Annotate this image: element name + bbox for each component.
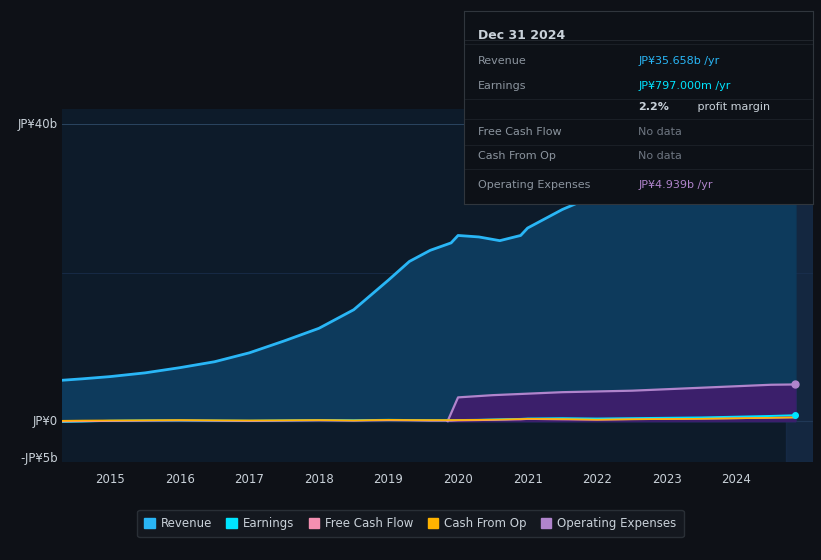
Text: Free Cash Flow: Free Cash Flow <box>478 127 562 137</box>
Text: JP¥797.000m /yr: JP¥797.000m /yr <box>639 81 731 91</box>
Text: 2022: 2022 <box>582 473 612 486</box>
Text: 2020: 2020 <box>443 473 473 486</box>
Text: JP¥0: JP¥0 <box>33 414 57 428</box>
Text: Earnings: Earnings <box>478 81 526 91</box>
Text: profit margin: profit margin <box>695 102 770 112</box>
Text: Revenue: Revenue <box>478 57 526 67</box>
Text: 2019: 2019 <box>374 473 403 486</box>
Text: JP¥40b: JP¥40b <box>18 118 57 130</box>
Text: JP¥35.658b /yr: JP¥35.658b /yr <box>639 57 719 67</box>
Text: 2.2%: 2.2% <box>639 102 669 112</box>
Text: Operating Expenses: Operating Expenses <box>478 180 590 190</box>
Text: 2017: 2017 <box>235 473 264 486</box>
Text: No data: No data <box>639 127 682 137</box>
Bar <box>787 109 813 462</box>
Text: JP¥4.939b /yr: JP¥4.939b /yr <box>639 180 713 190</box>
Text: 2023: 2023 <box>652 473 681 486</box>
Legend: Revenue, Earnings, Free Cash Flow, Cash From Op, Operating Expenses: Revenue, Earnings, Free Cash Flow, Cash … <box>137 510 684 537</box>
Text: 2024: 2024 <box>722 473 751 486</box>
Text: Cash From Op: Cash From Op <box>478 151 556 161</box>
Text: 2021: 2021 <box>512 473 543 486</box>
Text: 2016: 2016 <box>165 473 195 486</box>
Text: No data: No data <box>639 151 682 161</box>
Text: 2015: 2015 <box>95 473 125 486</box>
Text: Dec 31 2024: Dec 31 2024 <box>478 29 565 41</box>
Text: -JP¥5b: -JP¥5b <box>21 452 57 465</box>
Text: 2018: 2018 <box>304 473 334 486</box>
